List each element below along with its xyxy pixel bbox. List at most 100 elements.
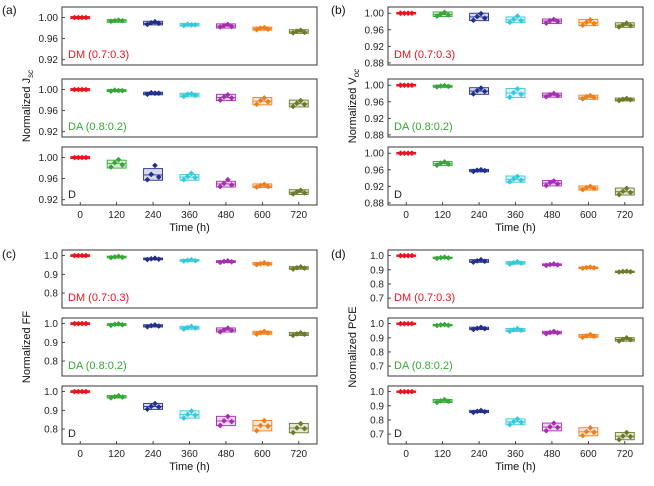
data-point — [301, 101, 308, 108]
data-point — [293, 424, 300, 431]
axes-frame — [61, 249, 318, 309]
x-tick-label: 360 — [507, 449, 524, 460]
data-point — [554, 180, 561, 187]
data-point — [583, 428, 590, 435]
data-point — [111, 87, 118, 94]
data-point — [224, 413, 231, 420]
series-label: DM (0.7:0.3) — [394, 292, 455, 304]
data-point — [441, 9, 448, 16]
data-point — [616, 191, 623, 198]
data-point — [543, 20, 550, 27]
box-360h — [179, 323, 200, 332]
subplot-1: 1.0 0.9 0.8 0.7 DM (0.7:0.3) — [370, 249, 644, 309]
data-point — [510, 16, 517, 23]
axes-frame — [387, 6, 644, 66]
y-tick-label: 0.96 — [39, 106, 59, 117]
y-axis-label: Normalized FF — [21, 311, 33, 383]
box-360h — [505, 325, 526, 335]
data-point — [550, 178, 557, 184]
data-point — [119, 321, 126, 328]
data-point — [408, 150, 415, 157]
data-point — [518, 327, 525, 334]
data-point — [148, 171, 155, 178]
data-point — [445, 398, 452, 405]
box-240h — [469, 407, 489, 416]
box-360h — [179, 21, 200, 29]
axes-frame — [387, 249, 644, 309]
x-tick-label: 600 — [580, 210, 597, 221]
data-point — [518, 177, 525, 184]
data-point — [408, 252, 415, 259]
y-axis-label-subscript: sc — [26, 70, 35, 78]
data-point — [470, 90, 477, 97]
data-point — [481, 88, 488, 95]
x-tick-label: 240 — [471, 449, 488, 460]
y-tick-label: 0.8 — [44, 289, 58, 300]
data-point — [261, 181, 268, 188]
box-360h — [505, 173, 526, 185]
box-120h — [106, 156, 127, 170]
box-360h — [505, 13, 526, 26]
data-point — [148, 89, 155, 96]
x-tick-label: 480 — [218, 210, 235, 221]
axes-frame — [61, 6, 318, 66]
data-point — [514, 416, 521, 422]
box-720h — [614, 20, 635, 30]
box-240h — [469, 324, 489, 333]
data-point — [554, 329, 561, 336]
data-point — [261, 24, 268, 31]
x-tick-label: 480 — [544, 449, 561, 460]
x-tick-label: 600 — [254, 449, 271, 460]
box-720h — [614, 185, 635, 198]
series-label: D — [394, 428, 402, 440]
x-axis-label: Time (h) — [169, 222, 210, 234]
data-point — [293, 100, 300, 107]
data-point — [261, 259, 268, 266]
data-point — [518, 17, 525, 24]
box-120h — [106, 17, 127, 25]
y-tick-label: 1.00 — [365, 149, 385, 160]
data-point — [408, 10, 415, 17]
y-tick-label: 0.96 — [365, 25, 385, 36]
box-0h — [70, 252, 91, 259]
box-360h — [179, 170, 200, 183]
data-point — [115, 392, 122, 399]
data-point — [301, 425, 308, 432]
y-tick-label: 0.92 — [39, 55, 59, 66]
data-point — [265, 98, 271, 105]
box-720h — [614, 268, 635, 276]
box-0h — [396, 388, 417, 395]
data-point — [228, 258, 235, 265]
box-120h — [432, 254, 453, 262]
data-point — [180, 176, 187, 183]
data-point — [108, 164, 114, 170]
x-tick-label: 720 — [616, 210, 633, 221]
data-point — [627, 268, 634, 275]
x-axis-label: Time (h) — [169, 461, 210, 473]
y-axis-label-main: Normalized PCE — [347, 306, 359, 387]
y-tick-label: 1.0 — [370, 387, 384, 398]
y-axis-label: Normalized Voc — [347, 69, 361, 143]
data-point — [408, 388, 415, 395]
data-point — [301, 189, 308, 196]
data-point — [188, 323, 195, 330]
data-point — [257, 422, 264, 429]
y-tick-label: 0.96 — [365, 165, 385, 176]
x-tick-label: 600 — [254, 210, 271, 221]
x-tick-label: 240 — [471, 210, 488, 221]
data-point — [265, 330, 271, 336]
subplot-2: 1.00 0.96 0.92 DA (0.8:0.2) — [39, 78, 318, 138]
y-tick-label: 0.7 — [370, 362, 384, 373]
box-600h — [252, 259, 273, 268]
subplot-1: 1.0 0.9 0.8 DM (0.7:0.3) — [44, 249, 318, 309]
data-point — [253, 427, 260, 434]
data-point — [144, 176, 151, 183]
x-tick-label: 360 — [181, 210, 198, 221]
data-point — [152, 400, 158, 407]
data-point — [587, 264, 594, 271]
data-point — [554, 424, 561, 431]
data-point — [587, 331, 594, 338]
data-point — [591, 20, 597, 27]
y-tick-label: 0.8 — [44, 357, 58, 368]
data-point — [478, 85, 484, 92]
